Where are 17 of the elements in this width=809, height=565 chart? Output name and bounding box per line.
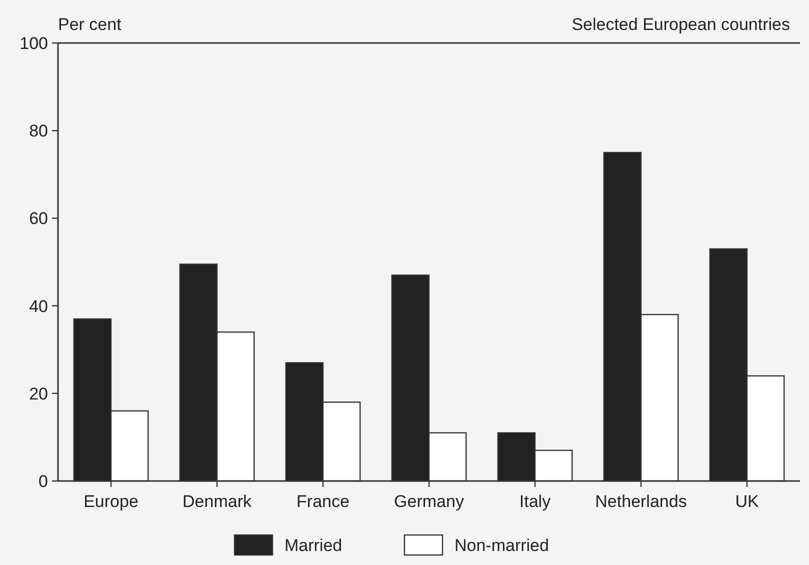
y-tick-label: 100 — [20, 34, 48, 53]
x-tick-label: Netherlands — [595, 492, 687, 511]
x-tick-label: Italy — [519, 492, 552, 511]
y-tick-label: 80 — [29, 122, 48, 141]
legend-label: Married — [284, 536, 342, 555]
chart-title: Selected European countries — [572, 15, 790, 34]
x-tick-label: UK — [735, 492, 760, 511]
x-tick-label: Europe — [84, 492, 138, 511]
y-tick-label: 60 — [29, 209, 48, 228]
y-axis-title: Per cent — [58, 15, 122, 34]
y-tick-label: 0 — [38, 472, 48, 491]
y-tick-label: 20 — [29, 384, 48, 404]
y-tick-label: 40 — [29, 296, 48, 316]
x-tick-label: Denmark — [182, 492, 252, 511]
x-tick-label: France — [296, 492, 350, 511]
x-tick-label: Germany — [394, 492, 464, 511]
legend-label: Non-married — [454, 536, 549, 555]
